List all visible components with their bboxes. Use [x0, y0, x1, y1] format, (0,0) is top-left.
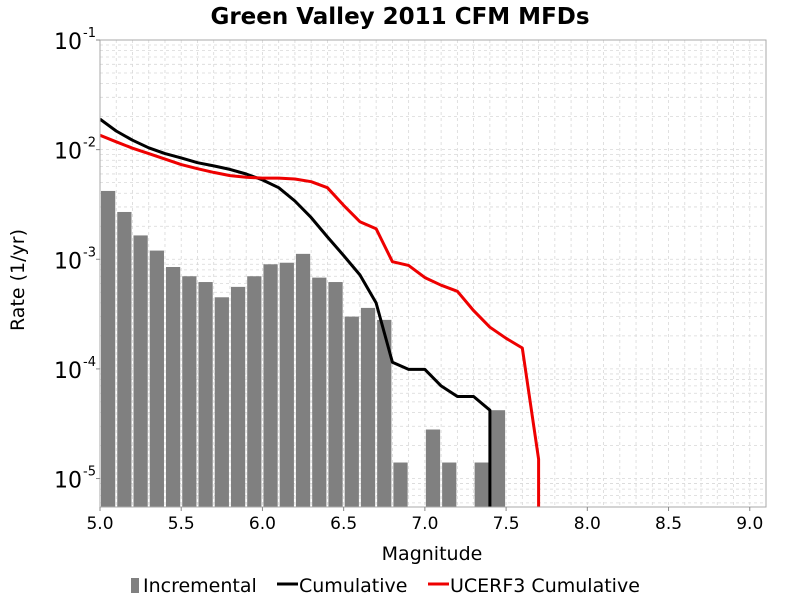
y-tick-exponent: -2	[83, 136, 96, 151]
incremental-bar	[101, 190, 116, 507]
incremental-bar	[442, 462, 457, 507]
x-axis-label: Magnitude	[382, 543, 483, 565]
cumulative-line	[100, 117, 492, 507]
y-tick-exponent: -1	[83, 26, 96, 41]
y-tick-exponent: -3	[83, 245, 96, 260]
y-axis-ticks: 10-510-410-310-210-1	[54, 26, 100, 494]
incremental-bar	[490, 410, 506, 507]
incremental-bar	[182, 276, 197, 507]
x-tick-label: 5.5	[168, 514, 195, 534]
x-tick-label: 7.0	[411, 514, 438, 534]
incremental-bar	[393, 462, 408, 507]
y-tick-exponent: -4	[83, 355, 96, 370]
cumulative-lines	[100, 117, 541, 507]
x-tick-label: 7.5	[493, 514, 520, 534]
y-tick-label: 10	[54, 469, 82, 494]
x-tick-label: 8.0	[574, 514, 601, 534]
x-tick-label: 9.0	[736, 514, 763, 534]
incremental-bar	[474, 462, 489, 507]
y-tick-label: 10	[54, 359, 82, 384]
y-tick-exponent: -5	[83, 465, 96, 480]
incremental-bar	[263, 264, 278, 507]
incremental-bar	[312, 277, 327, 507]
y-tick-label: 10	[54, 249, 82, 274]
incremental-bar	[230, 286, 246, 507]
incremental-bar	[117, 211, 132, 507]
chart-title: Green Valley 2011 CFM MFDs	[210, 4, 589, 30]
incremental-bar	[295, 253, 311, 507]
y-axis-label: Rate (1/yr)	[7, 229, 29, 331]
legend-label-ucerf3: UCERF3 Cumulative	[450, 575, 640, 597]
legend-label-cumulative: Cumulative	[299, 575, 407, 597]
incremental-bar	[377, 319, 392, 507]
incremental-bar	[425, 429, 441, 507]
incremental-bar	[279, 262, 294, 507]
legend-swatch-incremental	[131, 578, 139, 593]
x-axis-ticks: 5.0 5.5 6.0 6.5 7.0 7.5 8.0 8.5 9.0	[86, 507, 763, 534]
incremental-bar	[247, 276, 262, 507]
y-tick-label: 10	[54, 30, 82, 55]
x-tick-label: 6.5	[330, 514, 357, 534]
legend: Incremental Cumulative UCERF3 Cumulative	[131, 575, 640, 597]
incremental-bar	[328, 282, 343, 507]
incremental-bars	[101, 190, 506, 508]
x-tick-label: 5.0	[86, 514, 113, 534]
y-tick-label: 10	[54, 140, 82, 165]
legend-label-incremental: Incremental	[143, 575, 257, 597]
plot-border	[99, 39, 767, 508]
incremental-bar	[214, 297, 229, 507]
x-tick-label: 8.5	[655, 514, 682, 534]
incremental-bar	[360, 307, 376, 507]
incremental-bar	[344, 316, 359, 507]
x-tick-label: 6.0	[249, 514, 276, 534]
incremental-bar	[198, 282, 213, 507]
incremental-bar	[149, 250, 164, 508]
incremental-bar	[165, 267, 181, 507]
incremental-bar	[133, 235, 148, 507]
ucerf3-cumulative-line	[100, 133, 541, 507]
